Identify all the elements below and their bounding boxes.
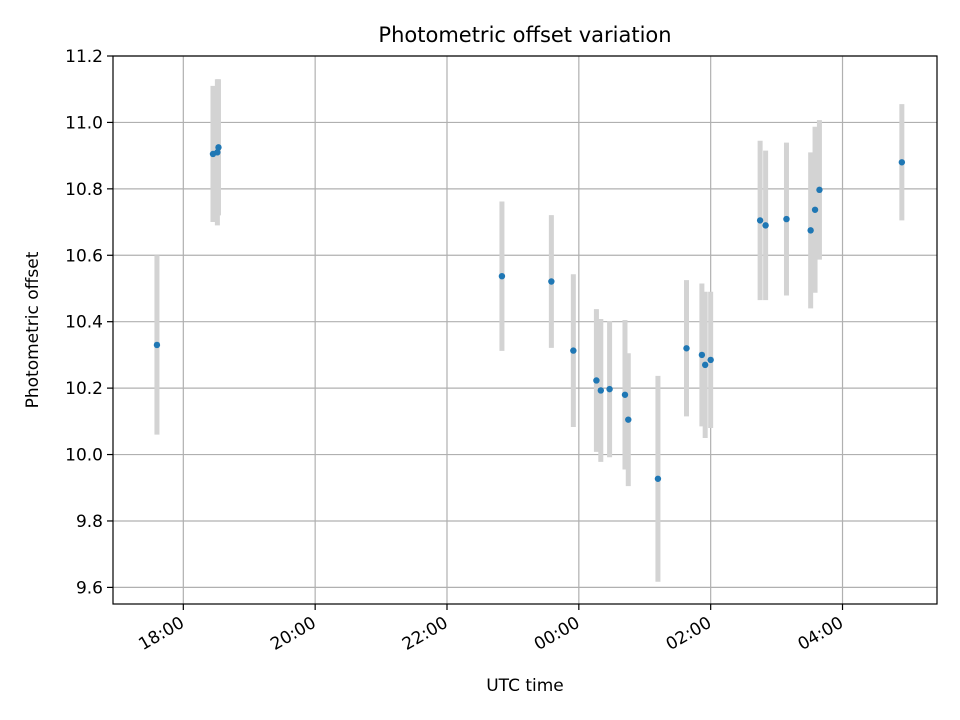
y-tick-label: 11.0 bbox=[65, 113, 103, 133]
data-point bbox=[621, 391, 629, 398]
data-point bbox=[898, 159, 906, 166]
y-tick-label: 10.2 bbox=[65, 379, 103, 399]
x-tick-label: 02:00 bbox=[663, 613, 715, 655]
data-point bbox=[683, 345, 690, 352]
data-point bbox=[811, 206, 819, 213]
data-point bbox=[762, 222, 769, 229]
y-tick-label: 9.8 bbox=[76, 512, 103, 532]
y-tick-label: 10.6 bbox=[65, 246, 103, 266]
y-tick-label: 11.2 bbox=[65, 47, 103, 67]
data-point bbox=[707, 356, 714, 364]
error-bars bbox=[154, 79, 905, 582]
data-point bbox=[215, 144, 222, 151]
x-tick-label: 20:00 bbox=[267, 613, 319, 655]
y-tick-label: 10.8 bbox=[65, 180, 103, 200]
data-point bbox=[807, 227, 814, 234]
x-tick-label: 18:00 bbox=[135, 613, 187, 655]
data-points bbox=[153, 144, 906, 482]
x-axis-ticks: 18:00 20:00 22:00 00:00 02:00 04:00 bbox=[135, 604, 847, 655]
y-tick-label: 9.6 bbox=[76, 578, 103, 598]
data-point bbox=[214, 149, 221, 156]
chart-title: Photometric offset variation bbox=[378, 23, 671, 47]
y-axis-label: Photometric offset bbox=[23, 251, 43, 408]
data-point bbox=[783, 215, 790, 223]
y-axis-ticks: 9.6 9.8 10.0 10.2 10.4 10.6 10.8 11.0 11.2 bbox=[65, 47, 113, 598]
x-tick-label: 04:00 bbox=[795, 613, 847, 655]
data-point bbox=[548, 278, 555, 285]
y-tick-label: 10.0 bbox=[65, 446, 103, 466]
data-point bbox=[625, 416, 632, 423]
data-point bbox=[498, 272, 506, 280]
data-point bbox=[570, 347, 577, 354]
data-point bbox=[153, 341, 161, 349]
data-point bbox=[593, 377, 600, 384]
x-axis-label: UTC time bbox=[486, 676, 564, 696]
x-tick-label: 22:00 bbox=[399, 613, 451, 655]
data-point bbox=[816, 186, 823, 194]
plot-frame bbox=[112, 55, 938, 605]
y-tick-label: 10.4 bbox=[65, 313, 103, 333]
x-tick-label: 00:00 bbox=[531, 613, 583, 655]
data-point bbox=[756, 217, 764, 224]
data-point bbox=[701, 361, 709, 369]
data-point bbox=[597, 387, 605, 394]
data-point bbox=[698, 351, 706, 359]
data-point bbox=[654, 475, 662, 482]
data-point bbox=[606, 385, 613, 393]
